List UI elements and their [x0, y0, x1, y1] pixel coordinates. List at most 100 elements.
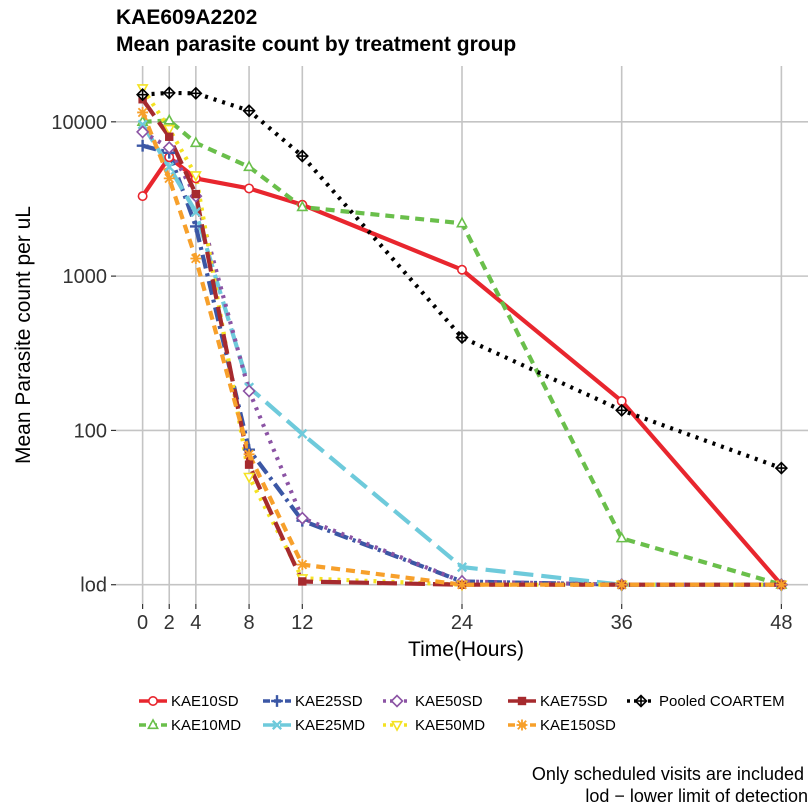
- point-kae150sd-shape: [190, 253, 202, 264]
- point-kae150sd: [775, 579, 787, 591]
- legend-label: KAE150SD: [540, 716, 616, 734]
- legend-item-kae50sd: KAE50SD: [382, 690, 483, 712]
- legend-key-marker: [391, 720, 403, 732]
- legend-key-marker: [271, 695, 283, 707]
- legend-key-marker: [390, 694, 404, 708]
- point-kae10md: [615, 531, 628, 543]
- point-pooled-coartem-cross: [456, 332, 468, 343]
- point-kae150sd: [137, 106, 149, 118]
- legend-label: KAE75SD: [540, 692, 608, 710]
- point-kae25sd-shape: [136, 139, 149, 152]
- x-axis-label: Time(Hours): [408, 638, 524, 661]
- point-kae150sd: [616, 579, 628, 591]
- x-tick-label: 12: [291, 612, 313, 634]
- legend-key-marker: [148, 696, 158, 706]
- legend-key-marker: [634, 694, 648, 708]
- point-pooled-coartem-cross: [190, 87, 202, 99]
- series-line-kae50sd: [141, 130, 782, 587]
- point-kae150sd: [163, 172, 175, 184]
- point-pooled-coartem: [136, 88, 150, 102]
- point-kae25sd: [189, 220, 202, 233]
- x-tick-label: 4: [190, 612, 201, 634]
- point-kae10md: [243, 160, 256, 172]
- note-lod-definition: lod − lower limit of detection: [585, 786, 808, 806]
- series-markers: [136, 84, 788, 592]
- legend-key-kae10sd: [139, 696, 167, 706]
- point-pooled-coartem: [189, 86, 203, 100]
- point-kae10md-shape: [243, 160, 256, 172]
- legend-key-marker-shape: [147, 718, 159, 730]
- point-kae50md-shape: [163, 124, 176, 136]
- point-kae75sd-shape: [191, 189, 201, 199]
- point-kae10md-shape: [163, 113, 176, 125]
- legend-item-kae75sd: KAE75SD: [507, 690, 608, 712]
- axes: 0 2 4 8 12 24 36 48lod100100010000Time(Hours)Me…: [12, 112, 793, 661]
- point-pooled-coartem-cross: [296, 150, 308, 162]
- x-tick-label: 2: [164, 612, 175, 634]
- point-pooled-coartem-cross: [616, 404, 628, 416]
- legend-label: KAE25MD: [295, 716, 366, 734]
- legend-key-kae50md: [383, 720, 411, 732]
- point-pooled-coartem: [774, 461, 788, 475]
- point-pooled-coartem: [242, 104, 256, 118]
- point-kae50md-shape: [189, 171, 202, 183]
- point-pooled-coartem: [162, 86, 176, 100]
- point-kae150sd-shape: [456, 579, 468, 591]
- legend-key-marker: [517, 696, 527, 706]
- point-kae25md: [456, 562, 468, 573]
- legend-key-marker-shape: [271, 695, 283, 707]
- point-kae25md: [297, 428, 308, 439]
- point-kae50sd: [162, 141, 176, 155]
- point-kae150sd-shape: [775, 579, 787, 591]
- point-kae75sd: [244, 460, 254, 469]
- point-kae150sd-shape: [163, 172, 175, 184]
- x-tick-label: 8: [244, 612, 255, 634]
- legend-key-kae25sd: [263, 695, 291, 707]
- x-tick-label: 24: [451, 612, 473, 634]
- point-pooled-coartem-cross: [775, 462, 787, 474]
- point-kae10md: [456, 216, 468, 228]
- y-tick-label: lod: [80, 575, 107, 597]
- point-kae10md: [163, 113, 176, 125]
- point-kae150sd-shape: [243, 448, 255, 460]
- point-kae150sd: [456, 579, 468, 591]
- series-line-pooled-coartem: [142, 90, 783, 471]
- y-tick-label: 10000: [51, 112, 107, 134]
- legend-key-marker-shape: [148, 696, 158, 706]
- point-kae150sd-shape: [137, 106, 149, 118]
- point-kae25md-shape: [297, 428, 308, 439]
- point-kae25md: [137, 119, 148, 130]
- point-kae75sd-shape: [165, 132, 174, 141]
- line-chart: 0 2 4 8 12 24 36 48lod100100010000Time(Hours)Me…: [12, 66, 808, 661]
- point-kae75sd: [165, 132, 174, 141]
- point-kae25md-shape: [164, 161, 175, 172]
- point-kae10sd: [456, 264, 467, 275]
- point-kae10md-shape: [456, 216, 468, 228]
- point-kae10md-shape: [189, 136, 202, 148]
- point-kae50sd: [242, 384, 256, 398]
- point-kae50md-shape: [243, 472, 256, 484]
- point-kae10md-shape: [615, 531, 628, 543]
- point-kae10sd-shape: [244, 183, 255, 194]
- point-kae25sd: [136, 139, 149, 152]
- point-kae50md: [243, 472, 256, 484]
- legend-key-kae50sd: [383, 694, 411, 708]
- y-axis-label: Mean Parasite count per uL: [12, 206, 35, 464]
- legend-key-marker-shape: [391, 720, 403, 732]
- point-kae10sd: [137, 191, 148, 202]
- point-kae50sd-shape: [242, 384, 256, 398]
- x-tick-label: 0: [137, 612, 148, 634]
- point-kae10md: [189, 136, 202, 148]
- legend-label: KAE50MD: [415, 716, 486, 734]
- legend-key-kae25md: [263, 719, 291, 731]
- legend-item-pooled-coartem: Pooled COARTEM: [626, 690, 785, 712]
- legend-key-marker-shape: [516, 719, 528, 731]
- point-kae50md: [163, 124, 176, 136]
- point-pooled-coartem-cross: [163, 87, 175, 99]
- point-pooled-coartem-cross: [243, 105, 255, 117]
- point-kae10sd: [244, 183, 255, 194]
- legend-key-marker-cross: [635, 695, 647, 707]
- point-kae10sd-shape: [456, 264, 467, 275]
- point-kae50md: [189, 171, 202, 183]
- point-kae50sd-shape: [162, 141, 176, 155]
